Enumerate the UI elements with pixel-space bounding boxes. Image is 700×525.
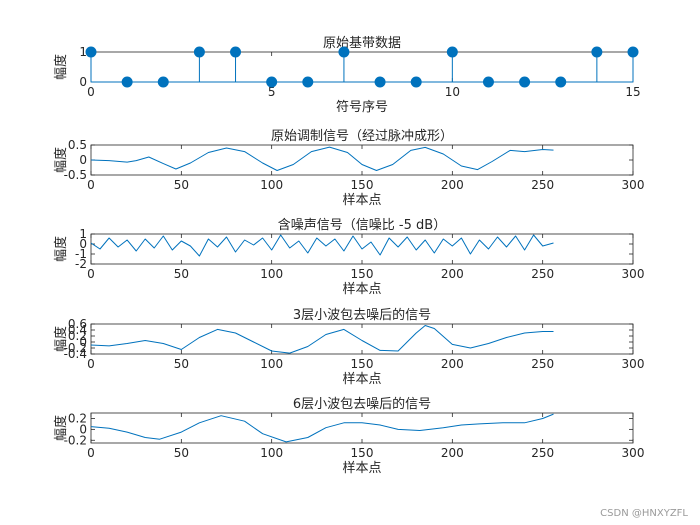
x-tick-label: 0 — [87, 85, 95, 99]
x-tick-label: 10 — [445, 85, 460, 99]
x-tick-label: 100 — [260, 267, 283, 281]
stem-marker — [230, 46, 242, 58]
y-tick-label: 0.4 — [68, 323, 87, 337]
y-tick-label: 1 — [79, 227, 87, 241]
chart-title: 含噪声信号（信噪比 -5 dB） — [278, 217, 446, 233]
x-tick-label: 200 — [441, 267, 464, 281]
watermark: CSDN @HNXYZFL — [600, 508, 688, 519]
y-axis-label: 幅度 — [53, 54, 69, 80]
axes-box — [90, 51, 634, 83]
x-tick-label: 50 — [174, 357, 189, 371]
subplot-4: 0 50 100 150 200 250 300 -0.4-0.200.20.40.6 3层小波… — [53, 307, 644, 387]
x-tick-label: 250 — [531, 357, 554, 371]
y-axis-label: 幅度 — [53, 326, 69, 352]
y-tick-label: 0.5 — [68, 138, 87, 152]
chart-title: 原始调制信号（经过脉冲成形） — [271, 129, 453, 144]
x-tick-label: 300 — [622, 357, 645, 371]
y-axis-label: 幅度 — [53, 415, 69, 441]
axes-box — [90, 323, 634, 355]
x-tick-label: 100 — [260, 357, 283, 371]
y-tick-label: 1 — [79, 45, 87, 59]
stem-marker — [591, 46, 603, 58]
y-tick-label: 0 — [79, 335, 87, 349]
y-tick-label: 0 — [79, 422, 87, 436]
x-tick-label: 5 — [268, 85, 276, 99]
stem-marker — [338, 46, 350, 58]
x-axis-label: 样本点 — [342, 193, 381, 208]
x-tick-label: 0 — [87, 446, 95, 460]
y-tick-label: 0 — [79, 75, 87, 89]
y-tick-label: 0.6 — [68, 317, 87, 331]
x-tick-label: 200 — [441, 178, 464, 192]
axes-box — [90, 412, 634, 444]
x-tick-label: 150 — [351, 178, 374, 192]
stem-marker — [446, 46, 458, 58]
x-axis-label: 符号序号 — [336, 99, 388, 115]
x-tick-label: 200 — [441, 446, 464, 460]
y-tick-label: -1 — [75, 247, 87, 261]
y-tick-label: -0.2 — [64, 341, 87, 355]
x-tick-label: 0 — [87, 267, 95, 281]
x-tick-label: 100 — [260, 446, 283, 460]
y-tick-label: -2 — [75, 257, 87, 271]
y-axis-label: 幅度 — [53, 147, 69, 173]
y-tick-label: -0.2 — [64, 433, 87, 447]
x-tick-label: 50 — [174, 267, 189, 281]
y-tick-label: 0 — [79, 153, 87, 167]
subplot-5: 0 50 100 150 200 250 300-0.200.26层小波包去噪后的信号样本点… — [53, 396, 644, 476]
chart-title: 原始基带数据 — [323, 36, 401, 51]
stem-marker — [193, 46, 205, 58]
stem-marker — [627, 46, 639, 58]
x-tick-label: 15 — [625, 85, 640, 99]
series-line — [91, 234, 554, 257]
x-tick-label: 0 — [87, 178, 95, 192]
y-tick-label: 0.2 — [68, 411, 87, 425]
chart-title: 3层小波包去噪后的信号 — [293, 307, 431, 323]
x-tick-label: 250 — [531, 267, 554, 281]
series-line — [91, 413, 554, 443]
y-tick-label: -0.5 — [64, 168, 87, 182]
x-tick-label: 300 — [622, 267, 645, 281]
x-tick-label: 150 — [351, 446, 374, 460]
stem-marker — [85, 46, 97, 58]
x-tick-label: 0 — [87, 357, 95, 371]
x-tick-label: 250 — [531, 178, 554, 192]
x-tick-label: 250 — [531, 446, 554, 460]
x-tick-label: 100 — [260, 178, 283, 192]
y-tick-label: -0.4 — [64, 347, 87, 361]
subplot-2: 0 50 100 150 200 250 300-0.500.5原始调制信号（经过脉冲成形）… — [53, 129, 644, 208]
x-tick-label: 200 — [441, 357, 464, 371]
x-tick-label: 50 — [174, 446, 189, 460]
chart-title: 6层小波包去噪后的信号 — [293, 396, 431, 412]
x-axis-label: 样本点 — [342, 372, 381, 387]
x-axis-label: 样本点 — [342, 461, 381, 476]
x-tick-label: 150 — [351, 267, 374, 281]
series-line — [91, 325, 554, 354]
x-tick-label: 300 — [622, 178, 645, 192]
x-tick-label: 150 — [351, 357, 374, 371]
series-line — [91, 146, 554, 171]
x-tick-label: 300 — [622, 446, 645, 460]
y-tick-label: 0 — [79, 237, 87, 251]
y-axis-label: 幅度 — [53, 236, 69, 262]
x-axis-label: 样本点 — [342, 282, 381, 297]
y-tick-label: 0.2 — [68, 329, 87, 343]
x-tick-label: 50 — [174, 178, 189, 192]
